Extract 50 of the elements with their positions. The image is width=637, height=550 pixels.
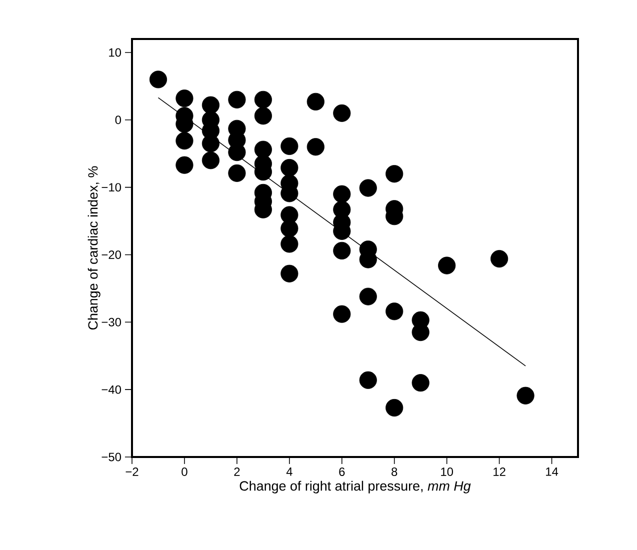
x-tick-label: 14 [546,468,558,476]
point [359,288,377,306]
y-tick-label: −30 [102,318,122,326]
y-tick-label: −10 [102,183,122,192]
x-tick-label: 0 [182,468,188,476]
x-tick-label: 10 [441,468,454,476]
point [254,90,272,108]
point [280,235,298,253]
point [306,138,324,156]
point [176,156,194,174]
point [359,179,377,197]
point [333,305,351,323]
point [306,92,324,110]
point [333,185,351,203]
x-tick-label: 2 [234,468,240,476]
point [228,164,246,182]
point [333,242,351,260]
point [176,132,194,150]
point [516,386,534,404]
point [412,374,430,392]
x-axis-title: Change of right atrial pressure, mm Hg [240,480,471,494]
y-tick-label: 0 [115,116,122,124]
x-tick-label: 6 [339,468,345,476]
point [359,371,377,389]
point [254,107,272,125]
point [386,398,404,417]
x-tick-label: 8 [392,468,398,476]
point [202,152,220,170]
y-tick-label: −20 [102,250,122,259]
point [280,158,298,177]
point [202,96,220,114]
x-tick-label: −2 [126,468,138,476]
point [386,165,404,183]
point [149,70,168,88]
y-tick-label: 10 [109,48,122,57]
point [228,90,246,108]
point [280,137,298,155]
point [280,264,298,282]
x-tick-label: 12 [494,468,506,476]
y-axis-title: Change of cardiac index, % [88,166,100,330]
y-tick-label: −50 [102,452,122,462]
point [176,90,194,108]
x-tick-label: 4 [286,468,292,476]
point [280,220,298,238]
point [490,250,508,268]
y-tick-label: −40 [102,385,122,394]
point [333,104,351,122]
point [438,256,456,274]
point [386,302,404,320]
point [254,140,272,158]
